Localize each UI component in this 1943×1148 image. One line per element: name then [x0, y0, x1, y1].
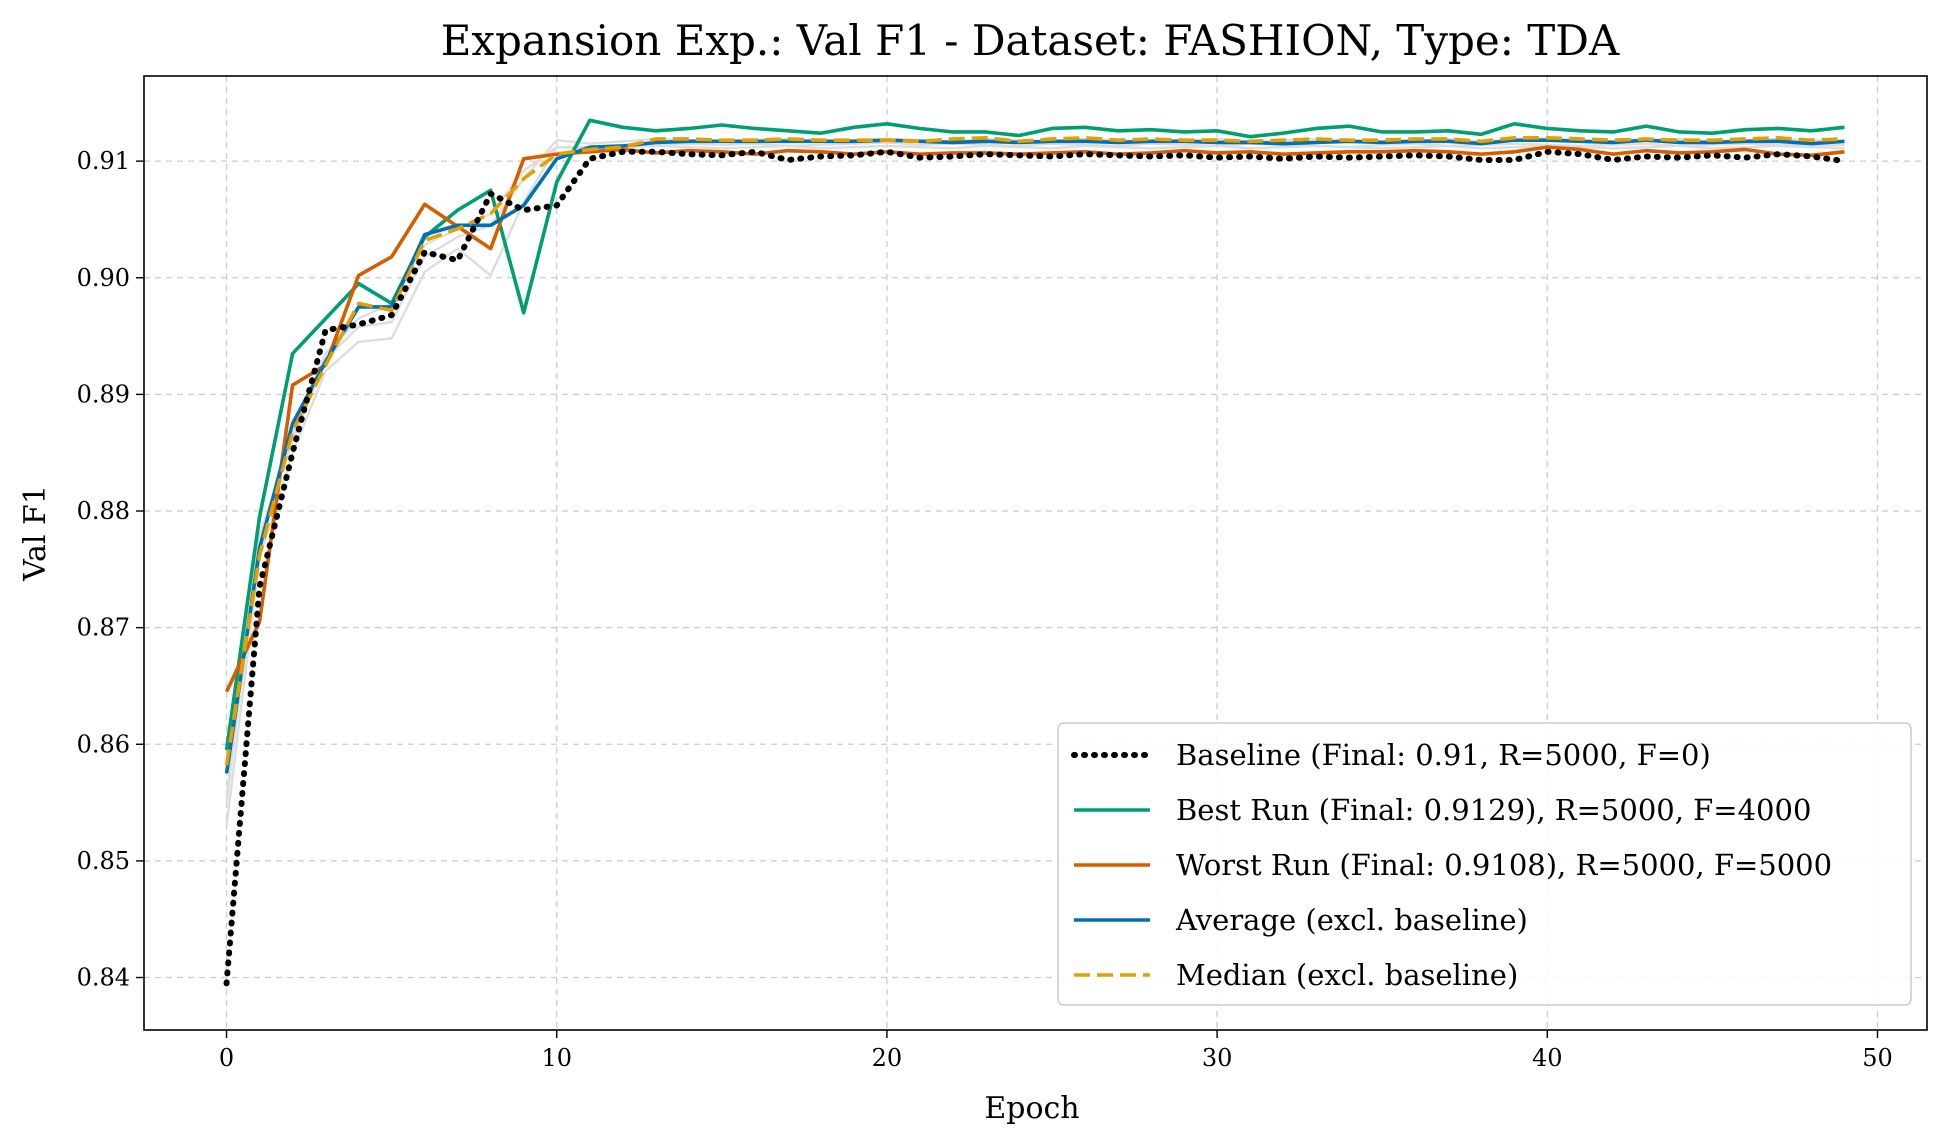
legend-label: Best Run (Final: 0.9129), R=5000, F=4000	[1176, 793, 1811, 827]
plot-frame	[143, 75, 1928, 1031]
series-line-3	[224, 138, 1845, 774]
x-tick-label: 50	[1862, 1044, 1893, 1072]
background-run-line	[225, 144, 1845, 797]
series-line-0	[223, 148, 1848, 987]
x-axis-ticks: 0 10 20 30 40 50	[219, 1030, 1893, 1072]
y-tick-label: 0.91	[77, 147, 130, 175]
x-tick-label: 20	[872, 1044, 903, 1072]
x-tick-label: 10	[541, 1044, 572, 1072]
x-tick-label: 40	[1532, 1044, 1563, 1072]
series-lines	[223, 118, 1848, 987]
y-tick-label: 0.85	[77, 847, 130, 875]
series-line-1	[224, 118, 1845, 751]
legend-label: Worst Run (Final: 0.9108), R=5000, F=500…	[1176, 848, 1832, 882]
series-line-2	[224, 145, 1845, 693]
x-tick-label: 0	[219, 1044, 234, 1072]
grid-lines	[144, 76, 1927, 1030]
y-tick-label: 0.90	[77, 264, 130, 292]
y-tick-label: 0.87	[77, 614, 130, 642]
legend-label: Median (excl. baseline)	[1176, 958, 1518, 992]
y-tick-label: 0.86	[77, 730, 130, 758]
legend: Baseline (Final: 0.91, R=5000, F=0) Best …	[1057, 722, 1912, 1006]
y-tick-label: 0.89	[77, 380, 130, 408]
series-line-4	[224, 136, 1845, 766]
legend-box	[1057, 722, 1912, 1006]
y-tick-label: 0.84	[77, 964, 130, 992]
y-tick-label: 0.88	[77, 497, 130, 525]
x-tick-label: 30	[1202, 1044, 1233, 1072]
x-axis-label: Epoch	[984, 1091, 1079, 1126]
legend-label: Baseline (Final: 0.91, R=5000, F=0)	[1176, 738, 1711, 772]
y-axis-label: Val F1	[18, 485, 53, 582]
y-axis-ticks: 0.84 0.85 0.86 0.87 0.88 0.89 0.90 0.91	[77, 147, 144, 992]
legend-label: Average (excl. baseline)	[1175, 903, 1528, 937]
chart-title: Expansion Exp.: Val F1 - Dataset: FASHIO…	[441, 16, 1620, 65]
